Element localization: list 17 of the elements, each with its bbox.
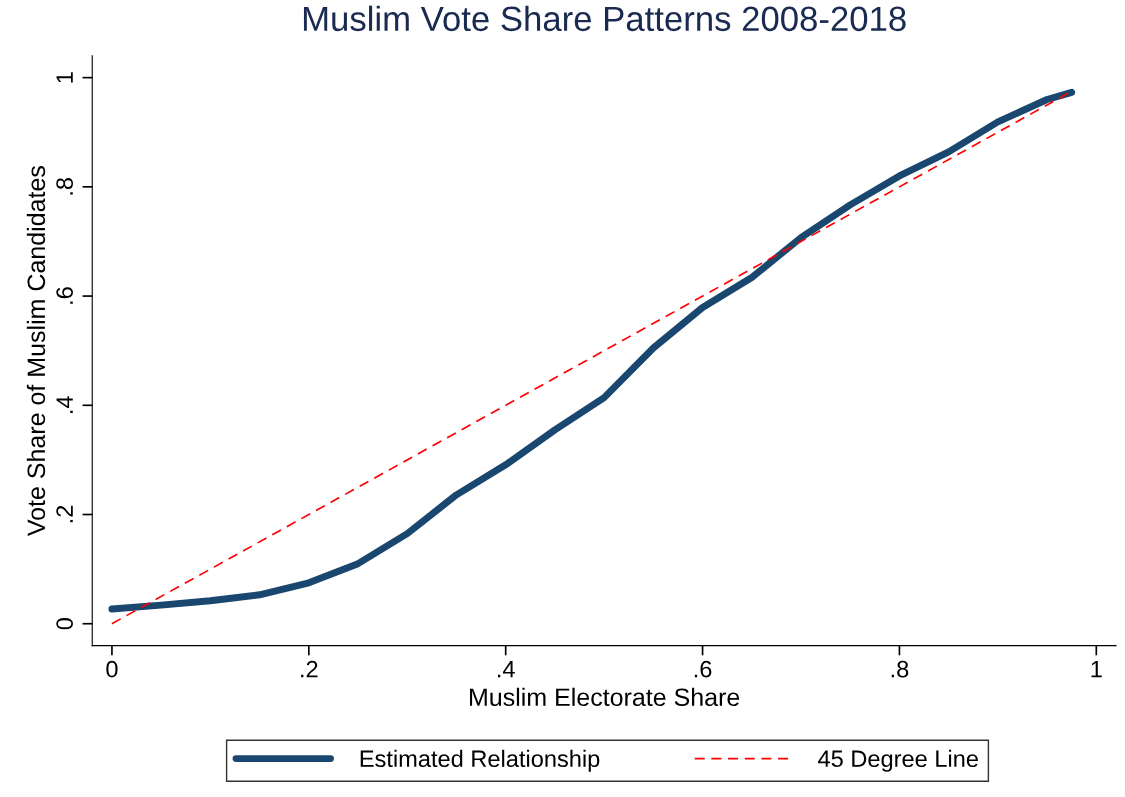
y-tick-label: 1 (56, 72, 73, 83)
x-tick-label: .8 (891, 660, 909, 678)
x-tick-label: 0 (106, 660, 118, 678)
y-axis-title: Vote Share of Muslim Candidates (26, 166, 46, 537)
legend-label: 45 Degree Line (818, 749, 978, 772)
x-tick-label: .4 (498, 661, 515, 678)
y-tick-label: .2 (56, 505, 73, 523)
x-axis-title: Muslim Electorate Share (470, 687, 740, 707)
x-tick-label: 1 (1091, 661, 1102, 678)
y-tick-label: 0 (56, 618, 73, 630)
x-tick-label: .6 (694, 660, 712, 678)
legend-label: Estimated Relationship (360, 749, 600, 772)
y-tick-label: .8 (56, 178, 73, 195)
chart-title: Muslim Vote Share Patterns 2008-2018 (303, 5, 906, 32)
x-tick-label: .2 (301, 660, 318, 678)
y-tick-label: .6 (56, 287, 73, 304)
y-tick-label: .4 (56, 396, 73, 413)
